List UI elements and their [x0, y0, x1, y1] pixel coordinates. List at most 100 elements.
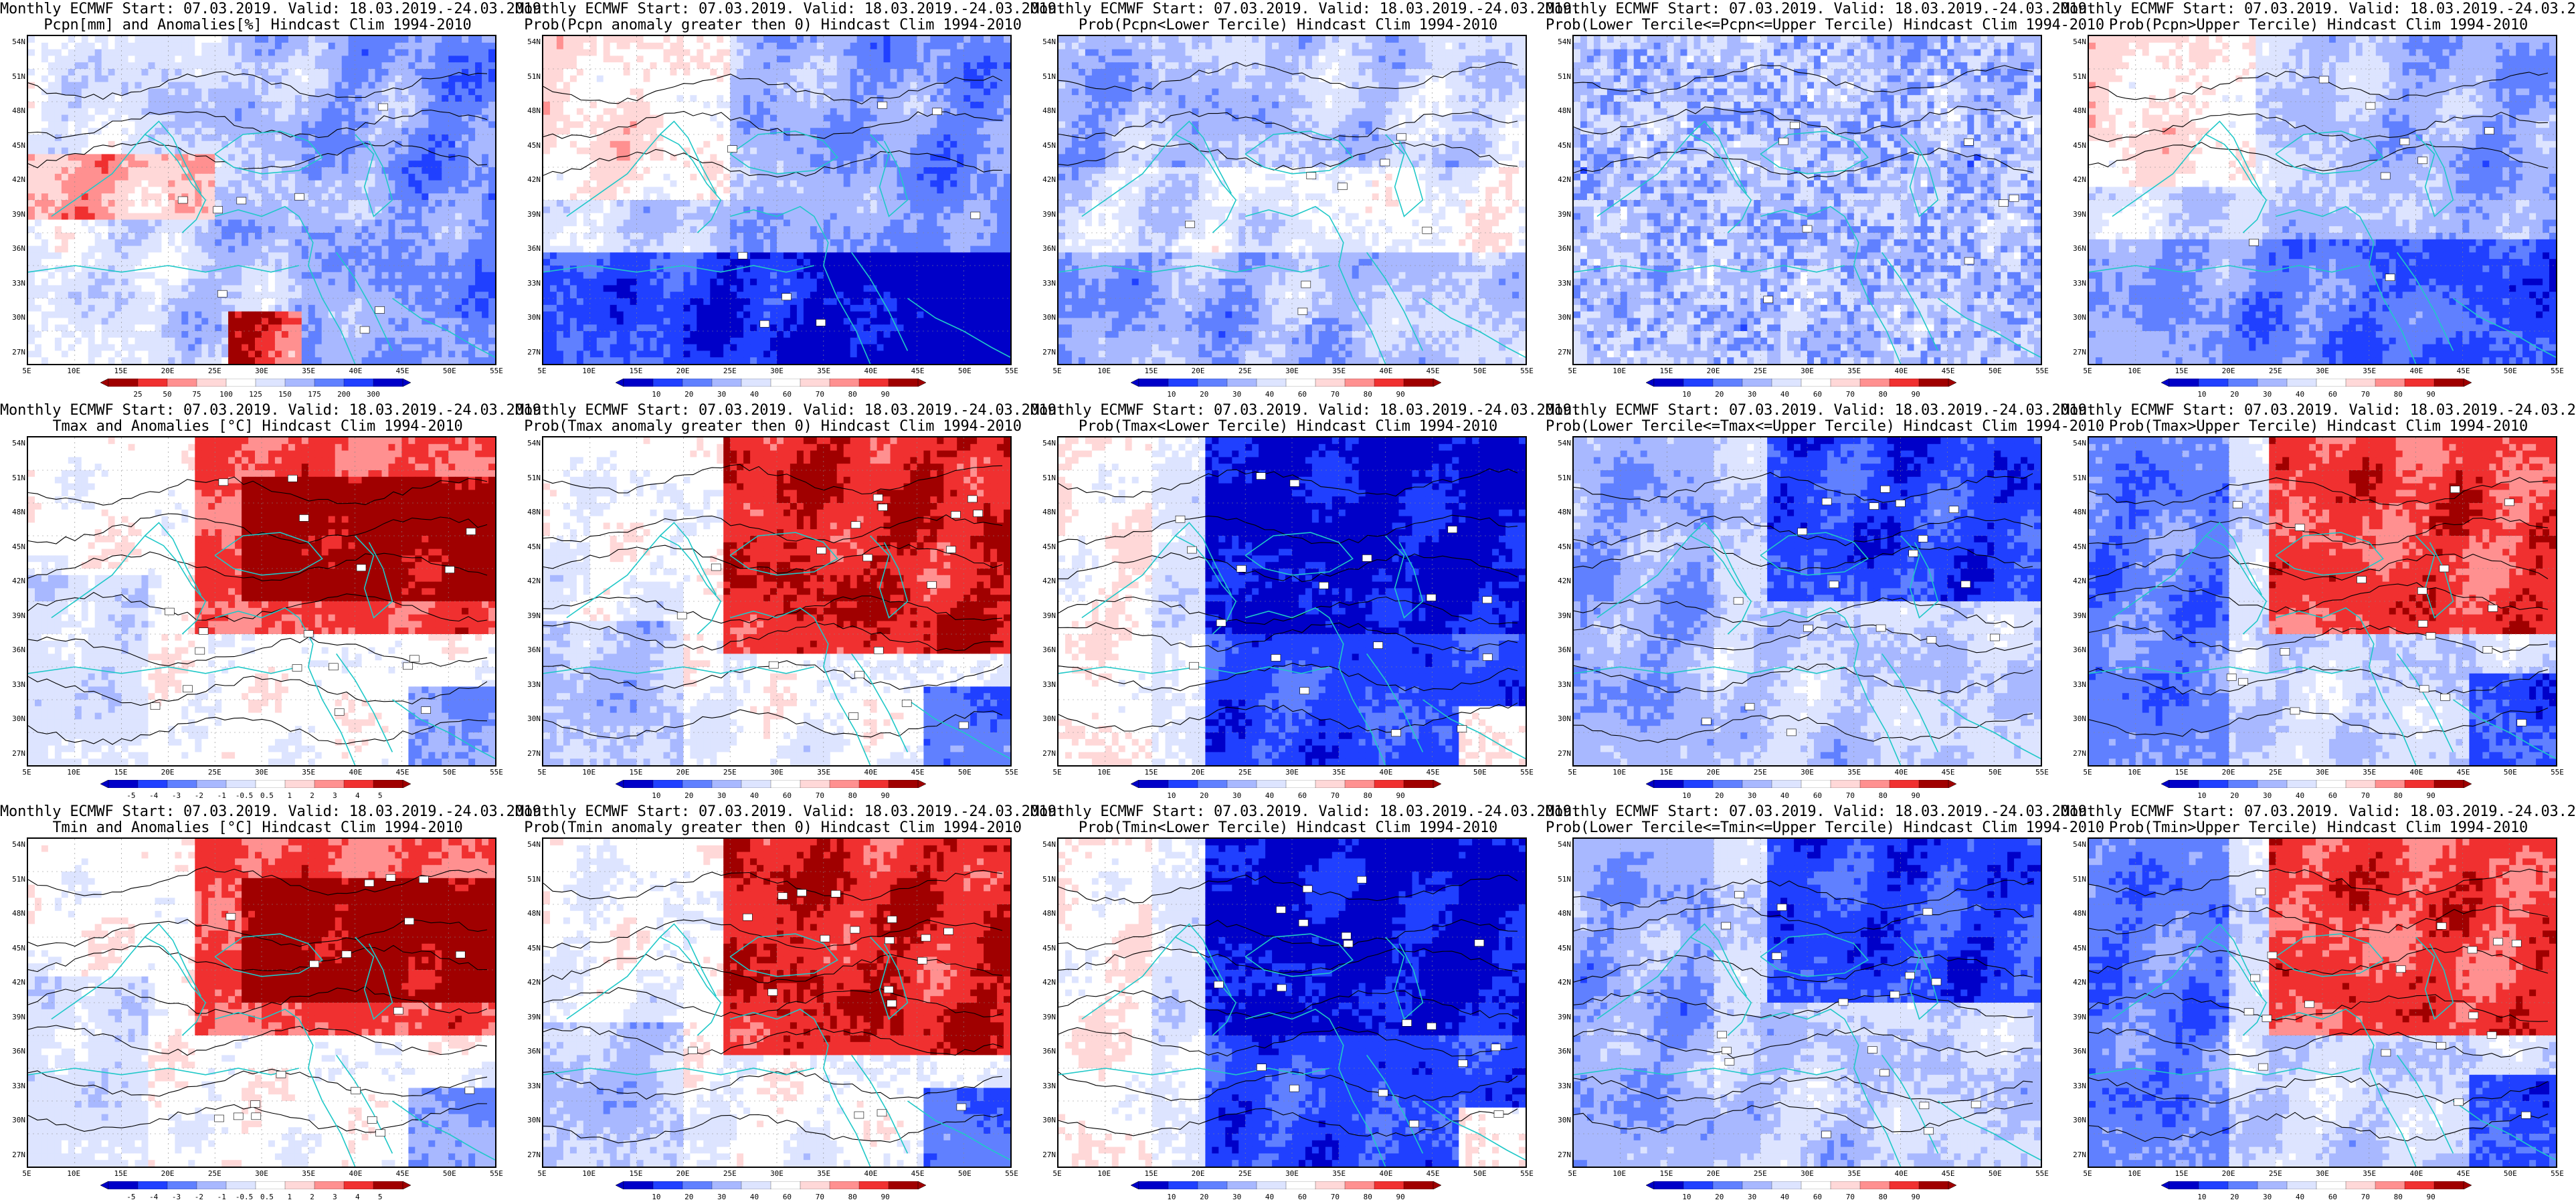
map-probability-map[interactable]	[1572, 837, 2042, 1168]
latitude-label: 36N	[5, 1047, 25, 1056]
longitude-label: 10E	[1609, 1169, 1629, 1178]
latitude-label: 36N	[1551, 645, 1571, 654]
longitude-label: 15E	[1141, 1169, 1161, 1178]
colorbar-tick-label: 80	[1354, 791, 1381, 800]
map-probability-map[interactable]	[542, 35, 1012, 365]
colorbar-tick-label: 80	[839, 1193, 866, 1201]
latitude-label: 42N	[521, 175, 541, 184]
latitude-label: 42N	[1036, 175, 1056, 184]
latitude-label: 48N	[1036, 106, 1056, 115]
longitude-label: 30E	[2312, 768, 2332, 777]
colorbar-tick-label: 10	[1673, 390, 1700, 399]
colorbar	[1131, 1181, 1441, 1189]
longitude-label: 30E	[767, 768, 787, 777]
latitude-label: 30N	[521, 313, 541, 322]
colorbar-tick-label: 50	[154, 390, 181, 399]
longitude-label: 50E	[955, 367, 975, 375]
latitude-label: 36N	[5, 244, 25, 253]
map-anomaly-map[interactable]	[27, 436, 496, 767]
colorbar-tick-label: 3	[321, 791, 348, 800]
latitude-label: 51N	[5, 72, 25, 81]
map-probability-map[interactable]	[2088, 837, 2557, 1168]
forecast-panel: Monthly ECMWF Start: 07.03.2019. Valid: …	[1030, 401, 1580, 803]
latitude-label: 39N	[5, 1013, 25, 1021]
colorbar-tick-label: 175	[301, 390, 328, 399]
longitude-label: 55E	[1517, 367, 1537, 375]
longitude-label: 55E	[1517, 768, 1537, 777]
latitude-label: 45N	[521, 141, 541, 150]
longitude-label: 30E	[1282, 768, 1302, 777]
latitude-label: 36N	[1036, 645, 1056, 654]
colorbar-tick-label: 60	[1289, 1193, 1315, 1201]
longitude-label: 20E	[2219, 1169, 2239, 1178]
colorbar-tick-label: 75	[183, 390, 210, 399]
map-probability-map[interactable]	[1057, 837, 1527, 1168]
colorbar-tick-label: 70	[806, 791, 833, 800]
latitude-label: 45N	[521, 944, 541, 952]
latitude-label: 27N	[521, 348, 541, 357]
longitude-label: 50E	[1470, 768, 1490, 777]
longitude-label: 45E	[2454, 367, 2474, 375]
longitude-label: 20E	[1704, 367, 1724, 375]
colorbar-tick-label: 90	[1902, 791, 1929, 800]
map-probability-map[interactable]	[1572, 436, 2042, 767]
map-probability-map[interactable]	[2088, 436, 2557, 767]
panel-subtitle: Prob(Tmax>Upper Tercile) Hindcast Clim 1…	[2061, 419, 2576, 435]
latitude-label: 45N	[1036, 944, 1056, 952]
map-probability-map[interactable]	[542, 837, 1012, 1168]
longitude-label: 55E	[2032, 1169, 2052, 1178]
colorbar	[1131, 780, 1441, 788]
colorbar-tick-label: 30	[1224, 1193, 1251, 1201]
panel-title: Monthly ECMWF Start: 07.03.2019. Valid: …	[1546, 804, 2096, 820]
longitude-label: 30E	[767, 367, 787, 375]
panel-title: Monthly ECMWF Start: 07.03.2019. Valid: …	[2061, 804, 2576, 820]
latitude-label: 45N	[2066, 944, 2086, 952]
longitude-label: 45E	[1938, 367, 1958, 375]
colorbar-tick-label: 30	[1224, 791, 1251, 800]
map-probability-map[interactable]	[542, 436, 1012, 767]
latitude-label: 48N	[1551, 106, 1571, 115]
longitude-label: 25E	[1750, 768, 1770, 777]
latitude-label: 27N	[521, 1150, 541, 1159]
map-anomaly-map[interactable]	[27, 837, 496, 1168]
colorbar-tick-label: 80	[1869, 1193, 1896, 1201]
map-anomaly-map[interactable]	[27, 35, 496, 365]
colorbar-tick-label: 4	[344, 791, 371, 800]
latitude-label: 33N	[521, 1082, 541, 1090]
latitude-label: 54N	[521, 37, 541, 46]
colorbar-tick-label: 10	[1673, 791, 1700, 800]
latitude-label: 27N	[5, 749, 25, 758]
colorbar-tick-label: 40	[741, 791, 768, 800]
latitude-label: 54N	[1551, 37, 1571, 46]
latitude-label: 33N	[1036, 279, 1056, 288]
map-probability-map[interactable]	[1057, 436, 1527, 767]
colorbar-tick-label: -4	[141, 1193, 167, 1201]
colorbar-tick-label: 20	[1706, 390, 1733, 399]
longitude-label: 35E	[814, 768, 834, 777]
colorbar-tick-label: 20	[1706, 1193, 1733, 1201]
map-probability-map[interactable]	[1572, 35, 2042, 365]
panel-title: Monthly ECMWF Start: 07.03.2019. Valid: …	[0, 1, 550, 17]
latitude-label: 30N	[1551, 714, 1571, 723]
longitude-label: 45E	[1938, 1169, 1958, 1178]
latitude-label: 54N	[1551, 439, 1571, 447]
colorbar-tick-label: 70	[1837, 791, 1863, 800]
longitude-label: 25E	[1750, 367, 1770, 375]
map-probability-map[interactable]	[1057, 35, 1527, 365]
longitude-label: 50E	[440, 367, 460, 375]
colorbar-tick-label: 90	[872, 791, 899, 800]
colorbar-tick-label: 80	[839, 791, 866, 800]
forecast-panel: Monthly ECMWF Start: 07.03.2019. Valid: …	[0, 401, 550, 803]
longitude-label: 45E	[908, 768, 928, 777]
latitude-label: 45N	[5, 542, 25, 551]
map-probability-map[interactable]	[2088, 35, 2557, 365]
longitude-label: 55E	[486, 367, 507, 375]
latitude-label: 48N	[2066, 909, 2086, 918]
panel-subtitle: Tmin and Anomalies [°C] Hindcast Clim 19…	[0, 820, 515, 836]
colorbar	[100, 780, 411, 788]
latitude-label: 51N	[2066, 72, 2086, 81]
longitude-label: 45E	[2454, 1169, 2474, 1178]
colorbar	[2161, 1181, 2472, 1189]
colorbar-tick-label: -5	[118, 791, 145, 800]
longitude-label: 5E	[1047, 1169, 1067, 1178]
